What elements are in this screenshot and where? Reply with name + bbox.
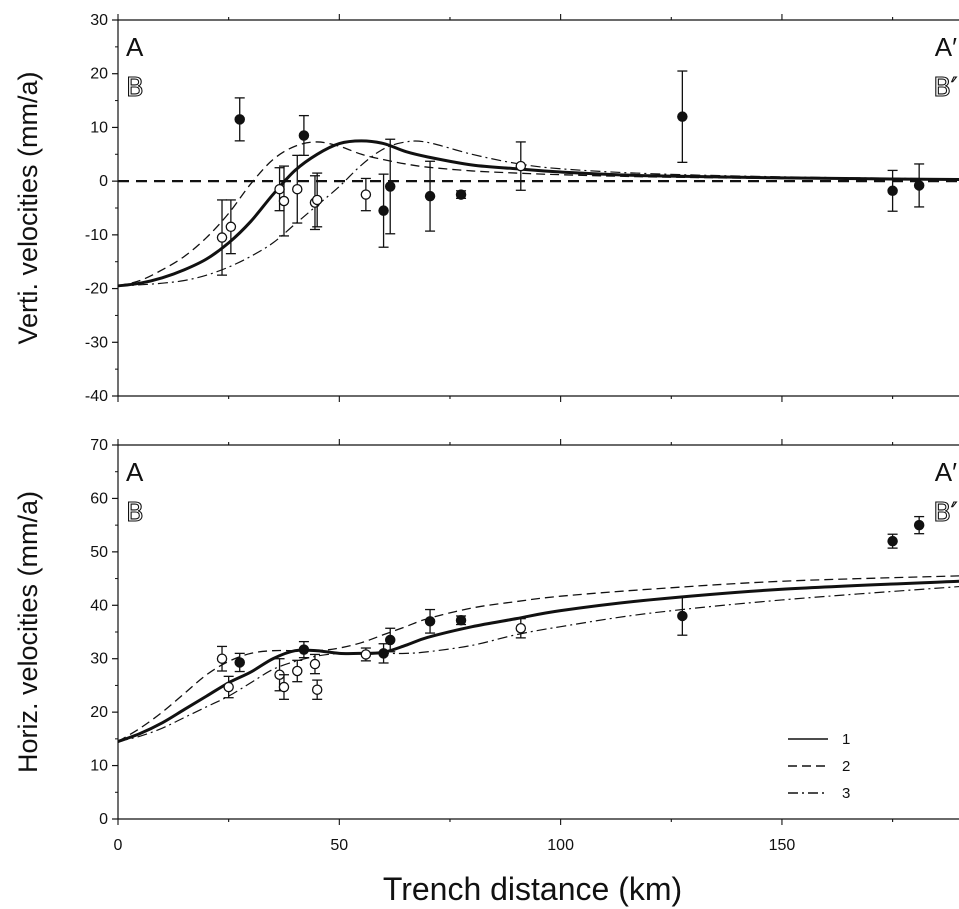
observation-open-point	[223, 681, 234, 693]
y-tick-label: 60	[90, 490, 108, 507]
observation-open-point	[311, 684, 323, 695]
observation-open-point	[216, 232, 228, 243]
corner-label-a: A	[126, 32, 144, 62]
observation-open-point	[309, 658, 321, 670]
observation-filled-point	[913, 519, 925, 531]
observation-open-point	[278, 681, 290, 693]
corner-label-a-prime: A′	[935, 32, 957, 62]
observation-open-point	[225, 221, 237, 233]
observation-filled-point	[455, 614, 467, 626]
observation-filled-point	[384, 634, 396, 646]
legend-label: 2	[842, 758, 850, 775]
observation-filled-point	[913, 180, 925, 191]
observation-open-point	[311, 194, 323, 206]
y-tick-label: 10	[90, 758, 108, 775]
model-curve-3	[118, 585, 959, 743]
corner-label-b-prime: B′	[933, 73, 957, 103]
y-tick-label: -10	[85, 227, 108, 244]
corner-label-b: B	[126, 73, 144, 103]
y-tick-label: 70	[90, 437, 108, 454]
observation-filled-point	[234, 114, 245, 125]
y-tick-label: 20	[90, 66, 108, 83]
corner-label-a-prime: A′	[935, 457, 957, 487]
observation-filled-point	[298, 130, 310, 141]
y-tick-label: 40	[90, 597, 108, 614]
observation-open-point	[360, 649, 372, 660]
observation-filled-point	[677, 111, 688, 122]
legend-label: 1	[842, 731, 850, 748]
observation-open-point	[292, 183, 303, 195]
model-curve-3	[118, 140, 959, 287]
y-axis-title: Horiz. velocities (mm/a)	[13, 491, 43, 773]
y-tick-label: 10	[90, 119, 108, 136]
model-curve-2	[118, 575, 959, 743]
y-tick-label: 0	[99, 173, 108, 190]
observation-filled-point	[298, 644, 310, 655]
observation-open-point	[274, 183, 285, 195]
observation-filled-point	[887, 535, 898, 547]
observation-filled-point	[378, 648, 389, 659]
horizontal-velocity-panel: 0 10 20 30 40 50 60 70 0 50 100 150 Horiz. velocitie…	[13, 437, 959, 907]
vertical-velocity-panel: -40 -30 -20 -10 0 10 20 30 Verti. velocities (mm…	[13, 12, 959, 405]
observation-filled-point	[424, 616, 436, 627]
legend-label: 3	[842, 785, 850, 802]
corner-label-b: B	[126, 498, 144, 528]
y-tick-label: -40	[85, 388, 108, 405]
observation-filled-point	[378, 205, 389, 216]
observation-open-point	[360, 189, 372, 200]
observation-open-point	[278, 195, 290, 207]
corner-label-b-prime: B′	[933, 498, 957, 528]
y-tick-label: -30	[85, 334, 108, 351]
observation-filled-point	[455, 189, 467, 200]
plot-area	[118, 70, 959, 288]
y-tick-label: 30	[90, 12, 108, 29]
y-axis-title: Verti. velocities (mm/a)	[13, 71, 43, 344]
observation-filled-point	[424, 190, 436, 202]
x-tick-label: 100	[547, 837, 574, 854]
observation-open-point	[515, 623, 527, 634]
observation-open-point	[216, 653, 228, 664]
y-tick-label: 30	[90, 651, 108, 668]
x-tick-label: 50	[330, 837, 348, 854]
corner-label-a: A	[126, 457, 144, 487]
y-tick-label: 20	[90, 704, 108, 721]
observation-filled-point	[887, 185, 898, 197]
y-tick-label: 0	[99, 811, 108, 828]
x-tick-label: 150	[769, 837, 796, 854]
y-tick-label: -20	[85, 281, 108, 298]
observation-open-point	[515, 160, 527, 172]
x-tick-label: 0	[114, 837, 123, 854]
observation-filled-point	[677, 610, 688, 622]
observation-open-point	[292, 665, 303, 677]
x-axis-title: Trench distance (km)	[383, 871, 682, 907]
observation-filled-point	[234, 657, 245, 668]
plot-area	[118, 515, 959, 743]
y-tick-label: 50	[90, 544, 108, 561]
observation-filled-point	[384, 181, 396, 192]
model-curve-1	[118, 139, 959, 288]
model-curve-2	[118, 141, 959, 287]
